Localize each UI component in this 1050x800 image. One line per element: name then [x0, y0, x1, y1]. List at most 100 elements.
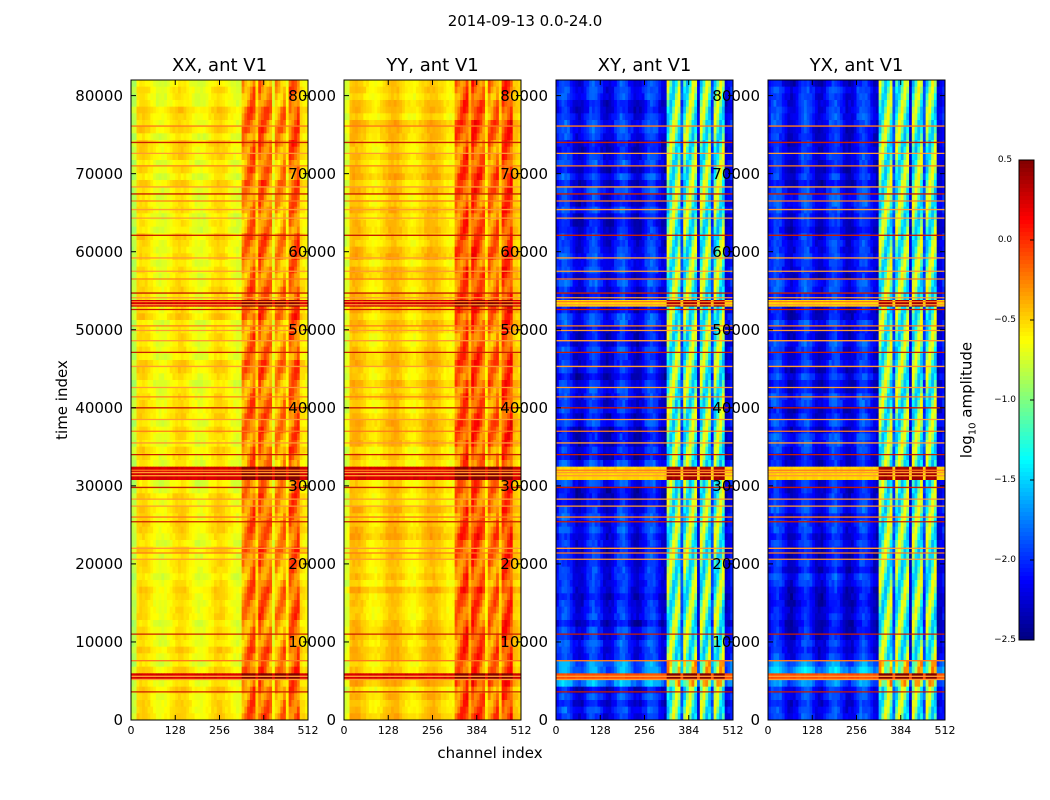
heatmap-cell [263, 533, 267, 541]
heatmap-cell [266, 533, 270, 541]
heatmap-cell [233, 553, 237, 561]
heatmap-cell [166, 366, 171, 374]
heatmap-cell [158, 593, 162, 601]
heatmap-cell [205, 573, 209, 581]
heatmap-cell [147, 266, 151, 274]
heatmap-cell [274, 386, 278, 394]
heatmap-cell [269, 213, 273, 221]
heatmap-cell [189, 420, 193, 428]
heatmap-cell [194, 273, 198, 281]
heatmap-cell [294, 180, 298, 188]
heatmap-cell [288, 486, 292, 494]
heatmap-cell [139, 340, 143, 348]
heatmap-cell [150, 560, 154, 568]
heatmap-cell [280, 100, 284, 108]
heatmap-cell [133, 106, 137, 114]
heatmap-cell [266, 273, 270, 281]
heatmap-cell [277, 533, 281, 541]
heatmap-cell [260, 133, 265, 141]
heatmap-cell [288, 353, 292, 361]
heatmap-cell [258, 146, 262, 154]
heatmap-cell [283, 113, 287, 121]
heatmap-cell [269, 120, 273, 128]
heatmap-cell [164, 140, 168, 148]
heatmap-cell [169, 426, 173, 434]
heatmap-cell [302, 246, 306, 254]
heatmap-cell [144, 500, 148, 508]
heatmap-cell [202, 306, 207, 314]
heatmap-cell [216, 186, 220, 194]
heatmap-cell [258, 446, 262, 454]
heatmap-cell [222, 266, 226, 274]
heatmap-cell [191, 560, 196, 568]
heatmap-cell [139, 473, 143, 481]
heatmap-cell [247, 320, 251, 328]
heatmap-cell [158, 266, 162, 274]
heatmap-cell [291, 386, 295, 394]
heatmap-cell [305, 586, 308, 594]
heatmap-cell [150, 380, 154, 388]
heatmap-cell [252, 520, 256, 528]
heatmap-cell [183, 93, 187, 101]
heatmap-cell [139, 186, 143, 194]
heatmap-cell [258, 213, 262, 221]
heatmap-cell [133, 300, 137, 308]
heatmap-cell [225, 560, 229, 568]
heatmap-cell [172, 473, 176, 481]
heatmap-cell [205, 560, 209, 568]
heatmap-cell [230, 286, 234, 294]
heatmap-cell [205, 273, 209, 281]
heatmap-cell [208, 400, 212, 408]
heatmap-cell [241, 286, 245, 294]
heatmap-cell [249, 386, 254, 394]
heatmap-cell [233, 580, 237, 588]
heatmap-cell [180, 180, 184, 188]
heatmap-cell [169, 340, 173, 348]
heatmap-cell [194, 340, 198, 348]
heatmap-cell [244, 300, 248, 308]
heatmap-cell [178, 266, 182, 274]
heatmap-cell [166, 420, 171, 428]
heatmap-cell [263, 433, 267, 441]
heatmap-cell [283, 273, 287, 281]
heatmap-cell [136, 446, 140, 454]
heatmap-cell [294, 420, 298, 428]
heatmap-cell [299, 120, 303, 128]
heatmap-cell [147, 580, 151, 588]
heatmap-cell [166, 546, 171, 554]
heatmap-cell [249, 293, 254, 301]
heatmap-cell [225, 346, 229, 354]
heatmap-cell [158, 160, 162, 168]
heatmap-cell [208, 473, 212, 481]
heatmap-cell [283, 226, 287, 234]
heatmap-cell [277, 186, 281, 194]
heatmap-cell [225, 286, 229, 294]
heatmap-cell [139, 580, 143, 588]
heatmap-cell [296, 306, 301, 314]
heatmap-cell [150, 526, 154, 534]
heatmap-cell [299, 320, 303, 328]
heatmap-cell [294, 340, 298, 348]
heatmap-cell [169, 540, 173, 548]
heatmap-cell [247, 573, 251, 581]
heatmap-cell [233, 460, 237, 468]
heatmap-cell [142, 106, 146, 114]
heatmap-cell [197, 506, 201, 514]
heatmap-cell [136, 380, 140, 388]
heatmap-cell [169, 533, 173, 541]
heatmap-cell [305, 386, 308, 394]
heatmap-cell [200, 186, 204, 194]
heatmap-cell [172, 80, 176, 88]
heatmap-cell [200, 133, 204, 141]
heatmap-cell [299, 593, 303, 601]
heatmap-cell [299, 366, 303, 374]
heatmap-cell [131, 266, 135, 274]
heatmap-cell [183, 406, 187, 414]
heatmap-cell [213, 333, 218, 341]
heatmap-cell [233, 373, 237, 381]
heatmap-cell [305, 133, 308, 141]
heatmap-cell [225, 260, 229, 268]
heatmap-cell [294, 560, 298, 568]
heatmap-cell [133, 273, 137, 281]
heatmap-cell [133, 213, 137, 221]
